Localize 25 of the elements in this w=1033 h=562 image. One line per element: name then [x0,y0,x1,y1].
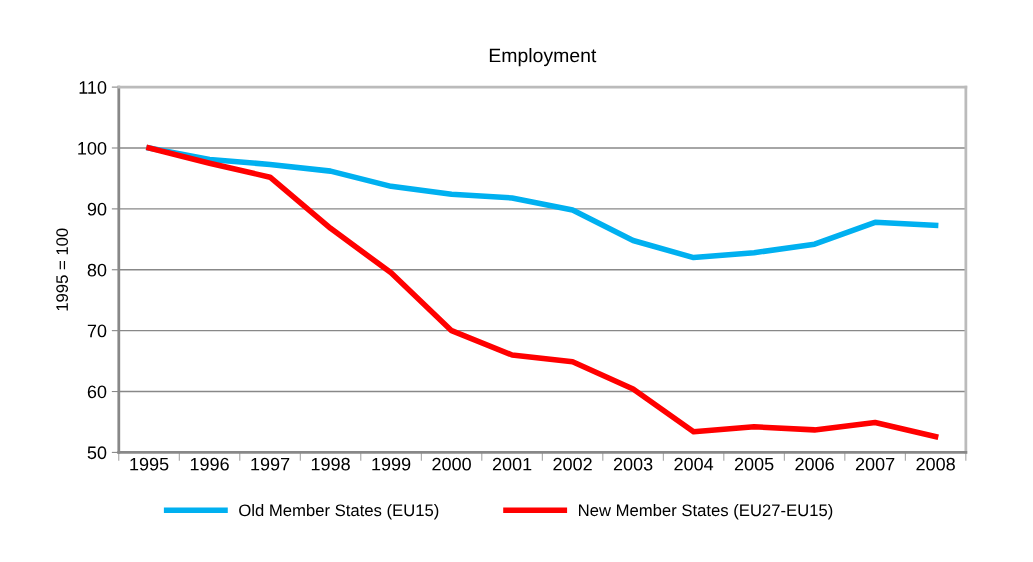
x-tick-label: 2006 [795,457,834,471]
legend-label: Old Member States (EU15) [239,503,439,520]
x-tick-label: 1995 [130,457,169,471]
x-tick-label: 2007 [855,457,895,471]
x-tick-label: 2008 [916,457,955,471]
x-tick-label: 2005 [734,457,774,471]
y-tick-label: 110 [79,81,107,94]
legend-label: New Member States (EU27-EU15) [579,503,833,520]
x-tick-label: 2000 [432,457,471,471]
x-tick-label: 2004 [674,457,714,471]
y-tick-label: 100 [78,141,107,155]
x-tick-label: 1999 [372,457,411,471]
y-tick-label: 80 [87,263,107,277]
y-tick-label: 90 [87,202,107,216]
y-tick-label: 70 [87,324,107,338]
x-tick-label: 2001 [492,457,532,471]
x-tick-label: 1998 [311,457,350,471]
x-tick-label: 2002 [553,457,592,471]
y-tick-label: 50 [87,446,107,460]
x-tick-label: 1996 [190,457,229,471]
x-tick-label: 2003 [613,457,653,471]
x-tick-label: 1997 [251,457,290,471]
chart-title: Employment [489,48,597,67]
y-tick-label: 60 [87,385,107,399]
y-axis-title: 1995 = 100 [56,228,69,311]
